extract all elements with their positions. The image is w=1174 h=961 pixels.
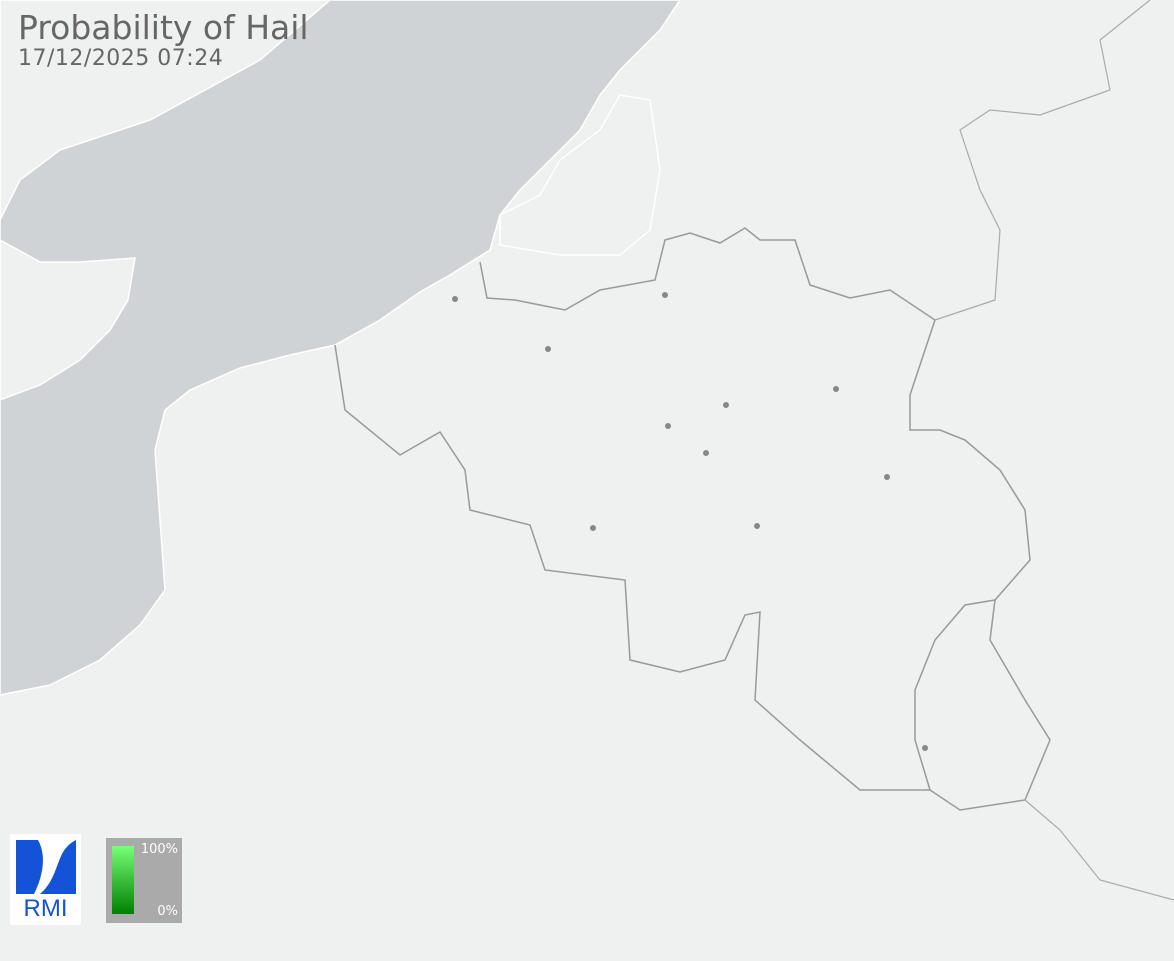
germany-france-border (1024, 799, 1174, 901)
city-dot[interactable] (590, 525, 596, 531)
city-dots (452, 292, 928, 751)
city-dot[interactable] (662, 292, 668, 298)
england (0, 239, 136, 401)
rmi-logo-text: RMI (23, 895, 68, 922)
netherlands-germany-border (934, 0, 1151, 321)
north-sea (0, 0, 681, 696)
luxembourg-border (914, 599, 996, 791)
probability-legend: 100% 0% (106, 838, 182, 923)
legend-max-label: 100% (140, 842, 178, 857)
belgium-border (334, 227, 1051, 811)
city-dot[interactable] (922, 745, 928, 751)
england-north (0, 0, 332, 221)
zeeland-islands (499, 94, 661, 256)
map-title: Probability of Hail (18, 8, 309, 47)
legend-min-label: 0% (157, 904, 178, 919)
city-dot[interactable] (545, 346, 551, 352)
city-dot[interactable] (452, 296, 458, 302)
city-dot[interactable] (723, 402, 729, 408)
legend-color-bar (112, 846, 134, 914)
city-dot[interactable] (665, 423, 671, 429)
rmi-logo-icon (16, 840, 76, 894)
map-timestamp: 17/12/2025 07:24 (18, 46, 224, 71)
city-dot[interactable] (884, 474, 890, 480)
city-dot[interactable] (754, 523, 760, 529)
city-dot[interactable] (703, 450, 709, 456)
city-dot[interactable] (833, 386, 839, 392)
rmi-logo: RMI (10, 834, 81, 925)
